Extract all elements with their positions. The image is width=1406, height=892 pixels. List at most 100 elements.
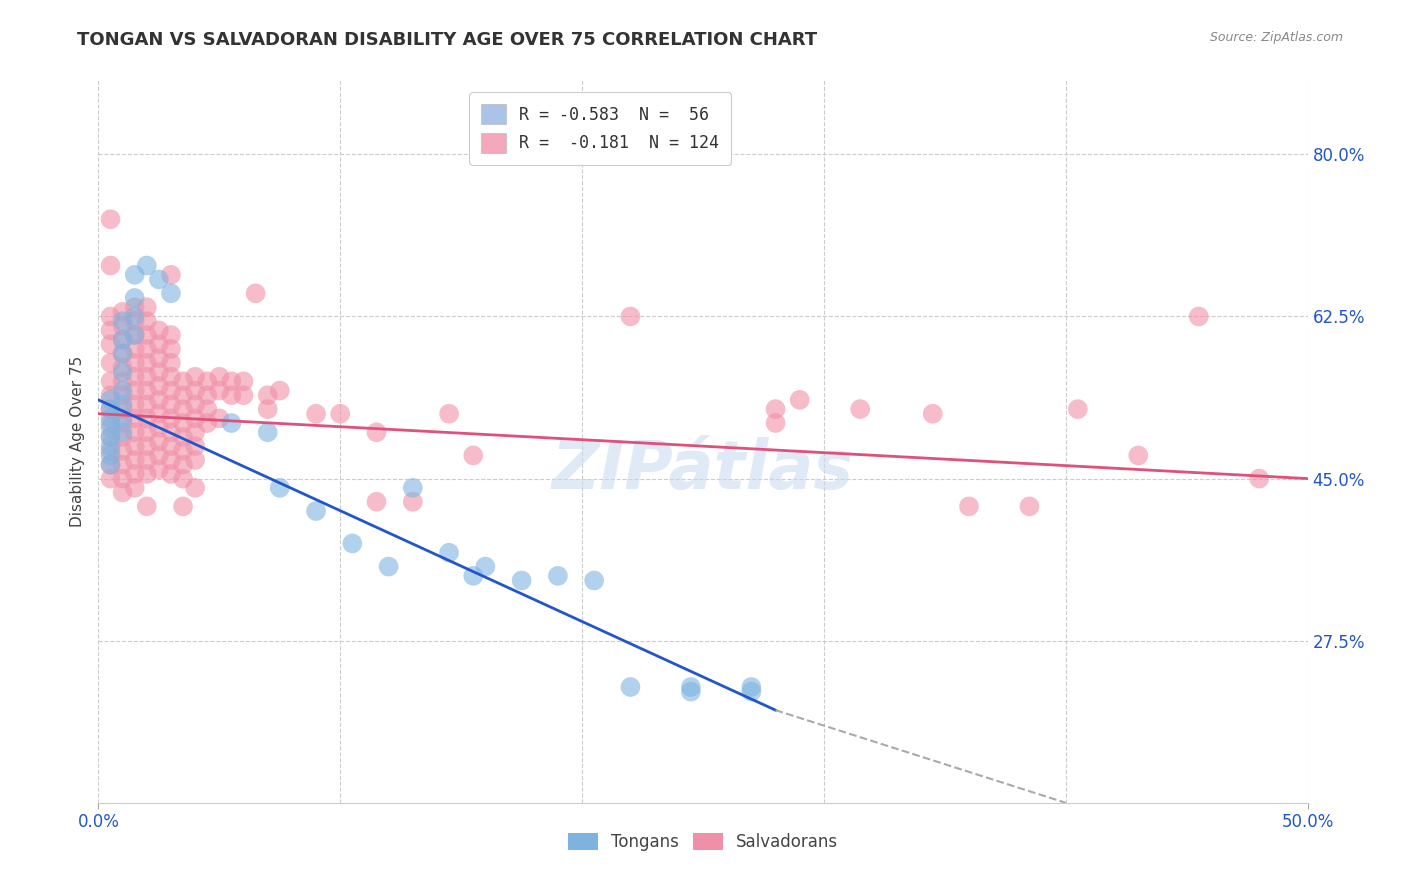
Point — [111, 411, 134, 425]
Point — [208, 369, 231, 384]
Point — [124, 268, 146, 282]
Point — [111, 305, 134, 319]
Point — [124, 467, 146, 481]
Point — [679, 684, 702, 698]
Point — [135, 453, 157, 467]
Point — [124, 328, 146, 343]
Point — [148, 434, 170, 449]
Point — [135, 369, 157, 384]
Point — [148, 392, 170, 407]
Point — [100, 402, 122, 417]
Point — [111, 443, 134, 458]
Point — [111, 333, 134, 347]
Point — [100, 449, 122, 463]
Point — [402, 494, 425, 508]
Point — [111, 346, 134, 360]
Point — [124, 310, 146, 324]
Point — [377, 559, 399, 574]
Point — [111, 384, 134, 398]
Point — [148, 407, 170, 421]
Point — [160, 384, 183, 398]
Point — [765, 402, 787, 417]
Point — [100, 323, 122, 337]
Point — [148, 337, 170, 351]
Point — [679, 680, 702, 694]
Point — [740, 684, 762, 698]
Point — [366, 494, 388, 508]
Point — [111, 365, 134, 379]
Y-axis label: Disability Age Over 75: Disability Age Over 75 — [70, 356, 86, 527]
Point — [172, 388, 194, 402]
Point — [100, 402, 122, 417]
Point — [221, 375, 243, 389]
Point — [366, 425, 388, 440]
Point — [256, 402, 278, 417]
Point — [124, 411, 146, 425]
Point — [172, 416, 194, 430]
Point — [402, 481, 425, 495]
Point — [184, 425, 207, 440]
Point — [172, 500, 194, 514]
Point — [111, 360, 134, 375]
Point — [245, 286, 267, 301]
Point — [583, 574, 606, 588]
Point — [305, 407, 328, 421]
Point — [111, 388, 134, 402]
Point — [100, 472, 122, 486]
Point — [305, 504, 328, 518]
Point — [342, 536, 364, 550]
Point — [208, 384, 231, 398]
Point — [111, 333, 134, 347]
Point — [437, 407, 460, 421]
Point — [100, 411, 122, 425]
Point — [184, 397, 207, 411]
Point — [474, 559, 496, 574]
Point — [124, 342, 146, 356]
Point — [221, 388, 243, 402]
Point — [1188, 310, 1211, 324]
Point — [135, 314, 157, 328]
Text: ZIPátlas: ZIPátlas — [553, 437, 853, 503]
Point — [437, 546, 460, 560]
Point — [172, 443, 194, 458]
Point — [232, 388, 254, 402]
Point — [256, 425, 278, 440]
Point — [111, 318, 134, 333]
Point — [124, 314, 146, 328]
Point — [100, 310, 122, 324]
Point — [619, 310, 641, 324]
Point — [111, 416, 134, 430]
Point — [160, 425, 183, 440]
Point — [100, 458, 122, 472]
Point — [195, 375, 218, 389]
Point — [184, 369, 207, 384]
Point — [547, 569, 569, 583]
Point — [160, 467, 183, 481]
Point — [111, 346, 134, 360]
Point — [124, 481, 146, 495]
Point — [160, 268, 183, 282]
Point — [111, 472, 134, 486]
Legend: Tongans, Salvadorans: Tongans, Salvadorans — [560, 825, 846, 860]
Point — [124, 384, 146, 398]
Point — [1128, 449, 1150, 463]
Point — [111, 485, 134, 500]
Point — [148, 449, 170, 463]
Point — [269, 384, 291, 398]
Point — [172, 375, 194, 389]
Point — [135, 328, 157, 343]
Point — [172, 430, 194, 444]
Point — [100, 388, 122, 402]
Point — [256, 388, 278, 402]
Point — [148, 272, 170, 286]
Point — [100, 439, 122, 453]
Point — [124, 425, 146, 440]
Point — [135, 342, 157, 356]
Point — [135, 300, 157, 314]
Point — [160, 453, 183, 467]
Point — [221, 416, 243, 430]
Point — [111, 458, 134, 472]
Point — [135, 467, 157, 481]
Point — [111, 402, 134, 417]
Point — [135, 356, 157, 370]
